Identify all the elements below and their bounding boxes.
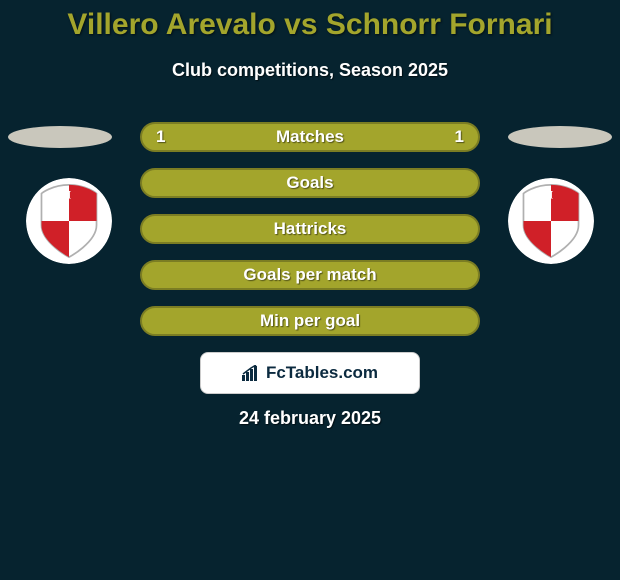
stat-label: Min per goal xyxy=(260,311,360,331)
comparison-card: Villero Arevalo vs Schnorr Fornari Club … xyxy=(0,0,620,580)
stat-label: Goals xyxy=(286,173,333,193)
date-label: 24 february 2025 xyxy=(0,408,620,429)
stat-row-goals: Goals xyxy=(140,168,480,198)
player-avatar-left-placeholder xyxy=(8,126,112,148)
subtitle: Club competitions, Season 2025 xyxy=(0,60,620,81)
stat-label: Goals per match xyxy=(243,265,376,285)
bars-icon xyxy=(242,365,262,381)
club-badge-left: I xyxy=(26,178,112,264)
site-logo: FcTables.com xyxy=(200,352,420,394)
stat-row-min-per-goal: Min per goal xyxy=(140,306,480,336)
stat-value-right: 1 xyxy=(455,127,464,147)
stat-label: Matches xyxy=(276,127,344,147)
stat-value-left: 1 xyxy=(156,127,165,147)
svg-text:I: I xyxy=(549,188,554,202)
club-badge-right: I xyxy=(508,178,594,264)
stat-row-goals-per-match: Goals per match xyxy=(140,260,480,290)
stat-row-matches: Matches 1 1 xyxy=(140,122,480,152)
site-logo-label: FcTables.com xyxy=(242,363,378,383)
page-title: Villero Arevalo vs Schnorr Fornari xyxy=(0,8,620,42)
player-avatar-right-placeholder xyxy=(508,126,612,148)
svg-text:I: I xyxy=(67,188,72,202)
stat-row-hattricks: Hattricks xyxy=(140,214,480,244)
stat-label: Hattricks xyxy=(274,219,347,239)
